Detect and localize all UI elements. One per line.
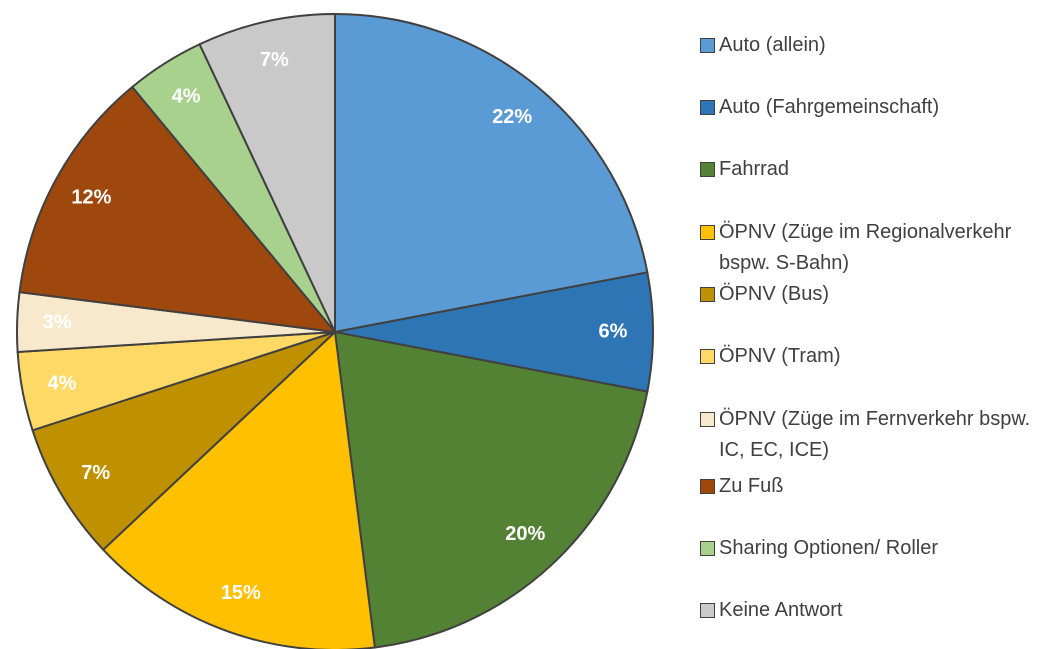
legend-entry: ÖPNV (Tram) bbox=[700, 341, 1050, 372]
legend-label: Zu Fuß bbox=[719, 475, 784, 497]
pie-slice bbox=[198, 12, 336, 333]
legend-swatch bbox=[700, 100, 715, 115]
legend-swatch bbox=[700, 225, 715, 240]
legend-label: Keine Antwort bbox=[719, 599, 843, 621]
data-label: 7% bbox=[260, 49, 289, 71]
pie-slice bbox=[101, 329, 376, 649]
pie-slice bbox=[334, 12, 649, 334]
pie-slice bbox=[333, 330, 649, 649]
legend-label: ÖPNV (Tram) bbox=[719, 345, 841, 367]
legend-swatch bbox=[700, 38, 715, 53]
data-label: 12% bbox=[71, 186, 111, 208]
legend-swatch bbox=[700, 603, 715, 618]
data-label: 3% bbox=[43, 312, 72, 334]
pie-slice bbox=[18, 85, 338, 334]
legend-swatch bbox=[700, 412, 715, 427]
legend-entry: Auto (Fahrgemeinschaft) bbox=[700, 92, 1050, 123]
legend-entry: Fahrrad bbox=[700, 154, 1050, 185]
legend-label: Auto (Fahrgemeinschaft) bbox=[719, 96, 940, 118]
legend-swatch bbox=[700, 287, 715, 302]
legend-label: ÖPNV (Züge im Regionalverkehr bspw. S-Ba… bbox=[719, 221, 1012, 274]
data-label: 7% bbox=[81, 462, 110, 484]
legend-label: ÖPNV (Züge im Fernverkehr bspw. IC, EC, … bbox=[719, 408, 1031, 461]
data-label: 6% bbox=[599, 320, 628, 342]
data-label: 22% bbox=[492, 106, 532, 128]
data-label: 20% bbox=[505, 523, 545, 545]
pie: 22% 6% 20% 15% 7% 4% 3% 12% 4% 7% bbox=[16, 12, 654, 649]
legend-entry: ÖPNV (Züge im Fernverkehr bspw. IC, EC, … bbox=[700, 404, 1050, 466]
data-label: 4% bbox=[47, 372, 76, 394]
pie-slice bbox=[31, 331, 336, 552]
data-label: 4% bbox=[172, 86, 201, 108]
pie-slice bbox=[334, 271, 654, 393]
legend-swatch bbox=[700, 162, 715, 177]
legend-entry: ÖPNV (Bus) bbox=[700, 279, 1050, 310]
legend-label: ÖPNV (Bus) bbox=[719, 283, 830, 305]
legend-swatch bbox=[700, 479, 715, 494]
legend-swatch bbox=[700, 349, 715, 364]
legend-label: Fahrrad bbox=[719, 158, 790, 180]
legend-entry: ÖPNV (Züge im Regionalverkehr bspw. S-Ba… bbox=[700, 217, 1050, 279]
legend-entry: Zu Fuß bbox=[700, 471, 1050, 502]
legend-swatch bbox=[700, 541, 715, 556]
legend-entry: Sharing Optionen/ Roller bbox=[700, 533, 1050, 564]
legend-label: Auto (allein) bbox=[719, 34, 826, 56]
legend-entry: Keine Antwort bbox=[700, 595, 1050, 626]
legend-label: Sharing Optionen/ Roller bbox=[719, 537, 939, 559]
data-label: 15% bbox=[221, 582, 261, 604]
legend-entry: Auto (allein) bbox=[700, 30, 1050, 61]
